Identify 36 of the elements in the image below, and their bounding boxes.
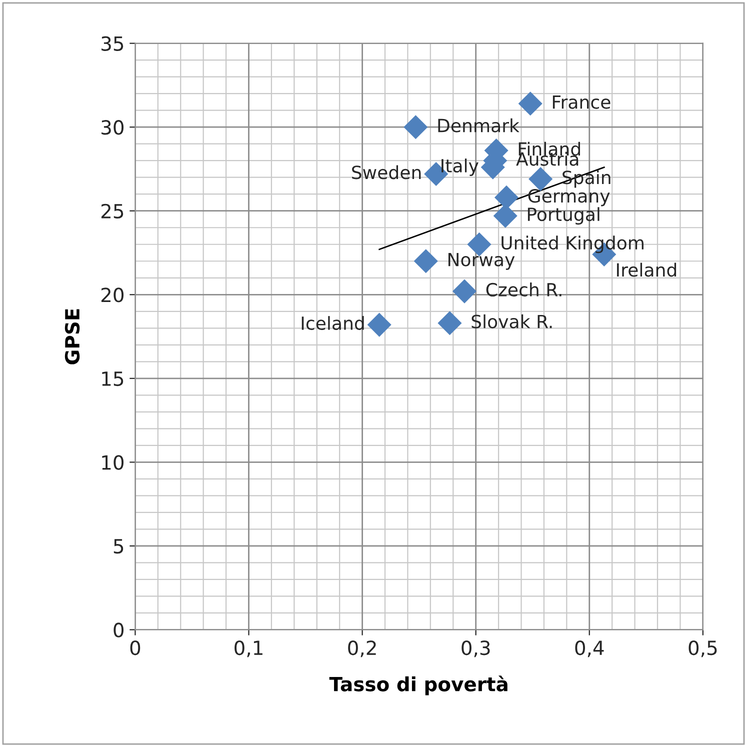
y-tick-label: 0 — [114, 622, 124, 638]
x-axis-title: Tasso di povertà — [329, 676, 508, 696]
y-tick-label: 35 — [102, 36, 124, 51]
annotation: Norway — [448, 252, 515, 270]
point — [452, 279, 477, 304]
point — [494, 185, 519, 210]
point — [404, 115, 428, 140]
x-tick-label: 0 — [130, 640, 140, 656]
y-tick-label: 25 — [101, 204, 124, 219]
annotation: Spain — [562, 170, 610, 188]
y-tick-label: 30 — [102, 120, 124, 135]
x-tick-label: 0,4 — [575, 640, 604, 658]
annotation: Ireland — [617, 262, 676, 277]
point — [367, 312, 392, 337]
y-tick-label: 20 — [101, 288, 124, 302]
annotation: Iceland — [302, 316, 364, 330]
y-tick-label: 15 — [102, 372, 124, 386]
annotation: Slovak R. — [472, 314, 552, 328]
annotation: Denmark — [438, 118, 520, 132]
point — [414, 249, 438, 274]
x-tick-label: 0,2 — [348, 640, 376, 658]
annotation: France — [552, 95, 610, 109]
annotation: Germany — [528, 189, 610, 206]
point — [518, 92, 542, 116]
annotation: Sweden — [352, 165, 421, 180]
point — [438, 311, 462, 336]
annotation: United Kingdom — [502, 236, 644, 254]
annotation: Italy — [442, 158, 478, 176]
annotation: Portugal — [528, 207, 600, 225]
x-tick-label: 0,3 — [462, 640, 490, 658]
annotation: Czech R. — [486, 282, 562, 297]
x-tick-label: 0,1 — [234, 640, 262, 658]
y-tick-label: 5 — [114, 539, 124, 554]
y-tick-label: 10 — [102, 455, 124, 470]
y-axis-title: GPSE — [64, 309, 80, 364]
x-tick-label: 0,5 — [688, 640, 717, 658]
